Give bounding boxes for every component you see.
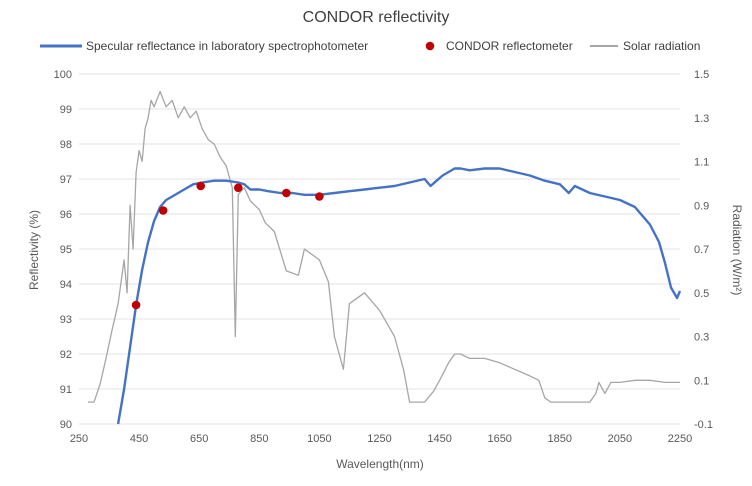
y2-tick-label: 0.9 — [694, 200, 709, 212]
condor-point — [158, 206, 168, 215]
y2-tick-label: 0.1 — [694, 375, 709, 387]
y-tick-label: 90 — [60, 419, 72, 431]
condor-point — [131, 300, 141, 310]
plot-area — [88, 90, 682, 425]
x-tick-label: 1450 — [427, 433, 451, 445]
x-tick-label: 2250 — [668, 433, 692, 445]
y-tick-label: 97 — [60, 174, 72, 186]
y2-tick-label: 0.5 — [694, 288, 709, 300]
legend-label: CONDOR reflectometer — [446, 39, 573, 53]
condor-point — [196, 181, 206, 191]
y-tick-label: 96 — [60, 209, 72, 221]
x-tick-label: 250 — [70, 433, 88, 445]
y-tick-label: 99 — [60, 104, 72, 116]
legend-swatch — [425, 41, 435, 51]
series-line-specular — [116, 167, 682, 425]
condor-point — [282, 188, 291, 198]
legend-label: Specular reflectance in laboratory spect… — [86, 39, 368, 53]
y2-tick-label: 1.5 — [694, 69, 709, 81]
legend: Specular reflectance in laboratory spect… — [40, 39, 700, 53]
y-tick-label: 94 — [60, 279, 72, 291]
x-tick-label: 650 — [190, 433, 208, 445]
y2-tick-label: 1.3 — [694, 113, 709, 125]
x-tick-label: 450 — [130, 433, 148, 445]
grid — [79, 73, 680, 425]
x-tick-label: 1050 — [307, 433, 331, 445]
y-tick-label: 100 — [54, 69, 72, 81]
y2-tick-label: 0.3 — [694, 332, 709, 344]
legend-label: Solar radiation — [623, 39, 700, 53]
y-tick-label: 93 — [60, 314, 72, 326]
condor-point — [315, 192, 324, 201]
y-tick-label: 98 — [60, 139, 72, 151]
y2-axis-label: Radiation (W/m²) — [730, 205, 744, 296]
y2-tick-label: -0.1 — [694, 419, 713, 431]
x-tick-label: 1850 — [548, 433, 572, 445]
x-tick-label: 1650 — [487, 433, 511, 445]
y2-tick-label: 1.1 — [694, 157, 709, 169]
x-tick-label: 850 — [250, 433, 268, 445]
axes: 90 91 92 93 94 95 96 97 98 99 100 -0.1 0.1 0.3 0.5 0.7 0… — [54, 69, 713, 445]
x-tick-label: 2050 — [608, 433, 632, 445]
x-axis-label: Wavelength(nm) — [336, 457, 424, 471]
condor-point — [233, 183, 243, 193]
y2-tick-label: 0.7 — [694, 244, 709, 256]
y-tick-label: 95 — [60, 244, 72, 256]
x-tick-label: 1250 — [367, 433, 391, 445]
chart-title: CONDOR reflectivity — [303, 9, 450, 26]
series-line-solar — [88, 90, 680, 403]
y-tick-label: 91 — [60, 384, 72, 396]
y-tick-label: 92 — [60, 349, 72, 361]
y-axis-label: Reflectivity (%) — [27, 210, 41, 290]
